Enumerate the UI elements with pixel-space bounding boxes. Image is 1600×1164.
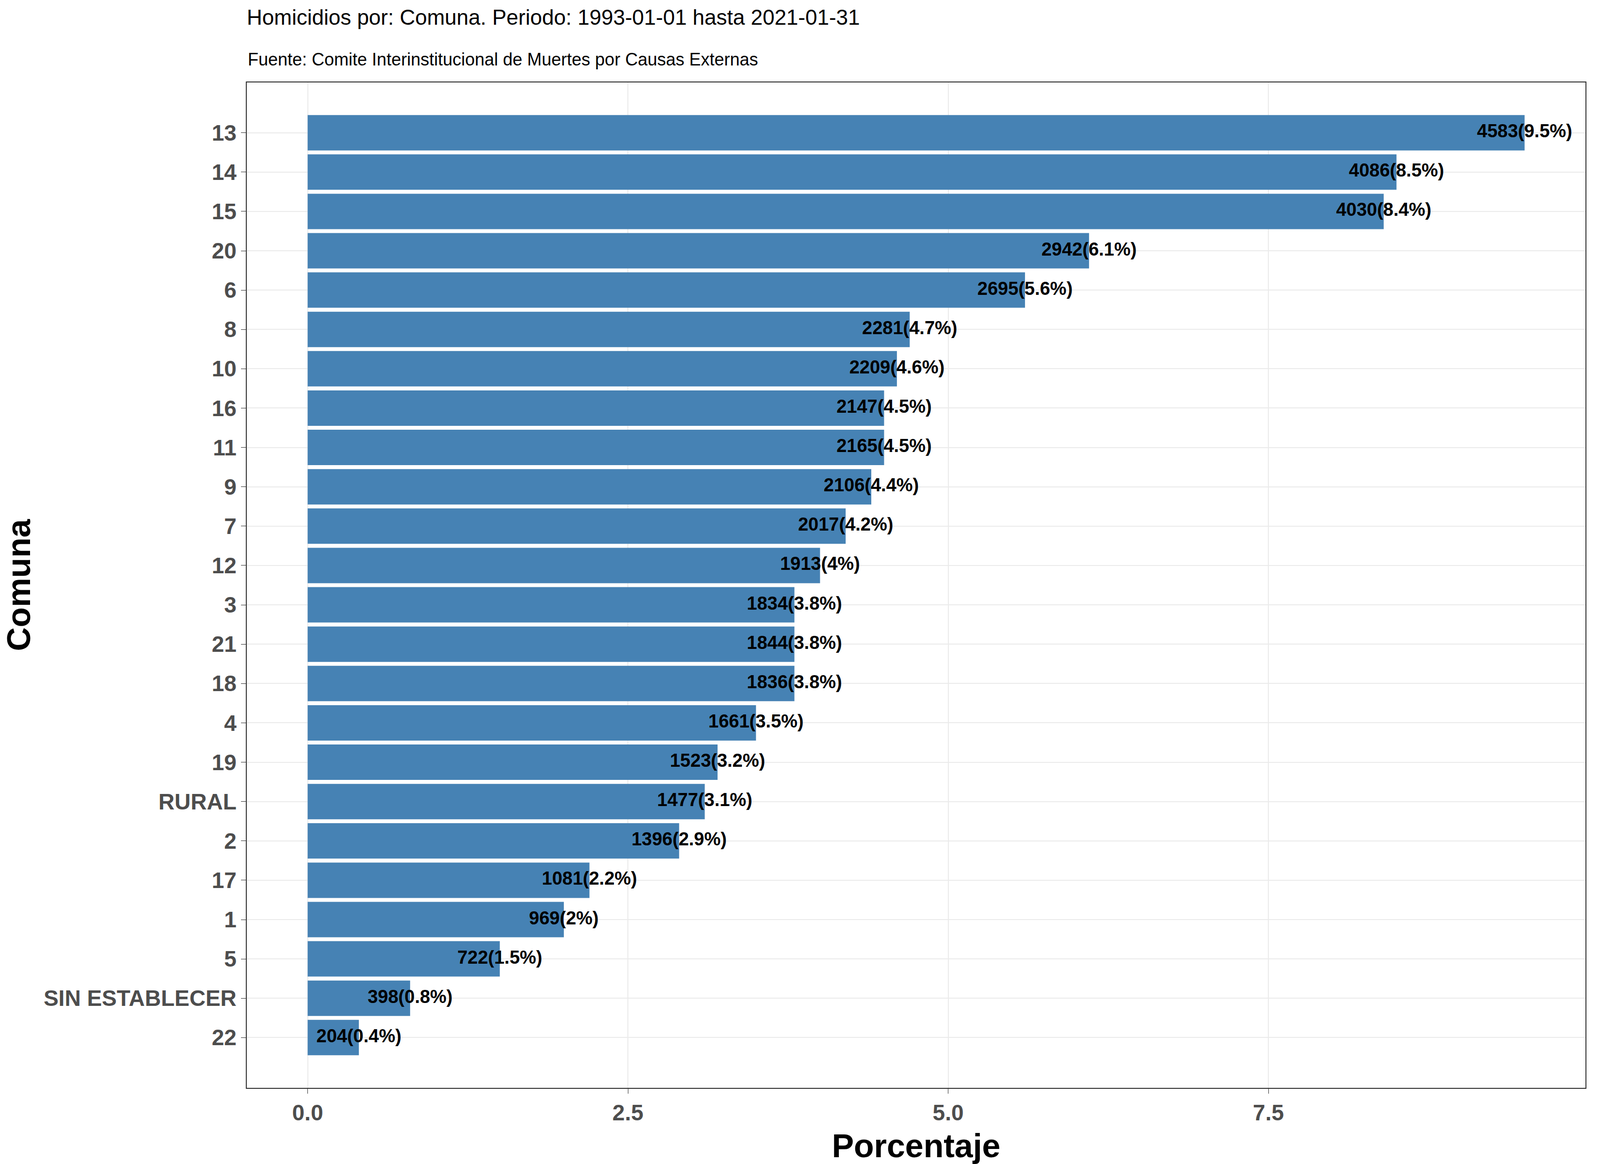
svg-text:22: 22	[211, 1024, 237, 1050]
svg-text:2: 2	[224, 828, 237, 854]
svg-text:1081(2.2%): 1081(2.2%)	[542, 867, 638, 889]
svg-text:1523(3.2%): 1523(3.2%)	[670, 750, 766, 771]
svg-text:1913(4%): 1913(4%)	[780, 553, 861, 574]
svg-text:16: 16	[211, 395, 237, 421]
svg-text:969(2%): 969(2%)	[528, 907, 599, 928]
svg-text:398(0.8%): 398(0.8%)	[367, 986, 453, 1007]
svg-text:1396(2.9%): 1396(2.9%)	[631, 828, 727, 849]
svg-text:1661(3.5%): 1661(3.5%)	[708, 710, 804, 732]
svg-text:RURAL: RURAL	[158, 788, 237, 815]
svg-text:14: 14	[211, 159, 238, 185]
svg-text:17: 17	[211, 867, 237, 893]
svg-text:4583(9.5%): 4583(9.5%)	[1476, 120, 1572, 142]
svg-text:9: 9	[224, 474, 237, 500]
svg-text:18: 18	[211, 670, 237, 696]
svg-text:Fuente: Comite Interinstitucio: Fuente: Comite Interinstitucional de Mue…	[247, 49, 759, 70]
svg-text:2.5: 2.5	[612, 1099, 644, 1125]
svg-text:21: 21	[211, 631, 237, 657]
svg-text:1844(3.8%): 1844(3.8%)	[746, 632, 842, 653]
svg-text:7: 7	[224, 513, 237, 539]
svg-text:1834(3.8%): 1834(3.8%)	[746, 592, 842, 614]
svg-text:2017(4.2%): 2017(4.2%)	[798, 513, 894, 535]
svg-text:7.5: 7.5	[1252, 1099, 1284, 1125]
svg-text:2165(4.5%): 2165(4.5%)	[836, 435, 932, 456]
svg-text:Homicidios por: Comuna. Period: Homicidios por: Comuna. Periodo: 1993-01…	[246, 5, 861, 30]
svg-text:15: 15	[211, 198, 237, 224]
svg-text:5.0: 5.0	[932, 1099, 964, 1125]
svg-text:20: 20	[211, 238, 237, 264]
svg-text:11: 11	[212, 434, 237, 461]
svg-text:10: 10	[211, 355, 237, 382]
svg-text:2209(4.6%): 2209(4.6%)	[849, 356, 945, 378]
svg-text:4: 4	[224, 710, 237, 736]
svg-text:2942(6.1%): 2942(6.1%)	[1041, 239, 1137, 260]
svg-text:2695(5.6%): 2695(5.6%)	[977, 278, 1073, 299]
svg-text:19: 19	[211, 749, 237, 775]
svg-text:1836(3.8%): 1836(3.8%)	[746, 671, 842, 692]
svg-text:0.0: 0.0	[292, 1099, 324, 1125]
svg-text:13: 13	[211, 120, 237, 146]
svg-text:2106(4.4%): 2106(4.4%)	[823, 474, 919, 496]
svg-text:4030(8.4%): 4030(8.4%)	[1336, 199, 1432, 220]
svg-text:4086(8.5%): 4086(8.5%)	[1348, 160, 1444, 181]
svg-text:6: 6	[224, 277, 237, 303]
svg-text:8: 8	[224, 316, 237, 342]
svg-text:Comuna: Comuna	[0, 518, 37, 651]
svg-text:12: 12	[211, 552, 237, 578]
svg-text:3: 3	[224, 592, 237, 618]
svg-text:1477(3.1%): 1477(3.1%)	[656, 789, 752, 810]
svg-text:5: 5	[224, 945, 237, 972]
svg-text:2147(4.5%): 2147(4.5%)	[836, 396, 932, 417]
svg-text:SIN ESTABLECER: SIN ESTABLECER	[43, 985, 237, 1011]
svg-text:Porcentaje: Porcentaje	[832, 1126, 1001, 1164]
svg-text:204(0.4%): 204(0.4%)	[316, 1025, 402, 1046]
svg-text:722(1.5%): 722(1.5%)	[457, 946, 543, 968]
svg-text:2281(4.7%): 2281(4.7%)	[862, 317, 958, 338]
svg-text:1: 1	[224, 906, 237, 932]
